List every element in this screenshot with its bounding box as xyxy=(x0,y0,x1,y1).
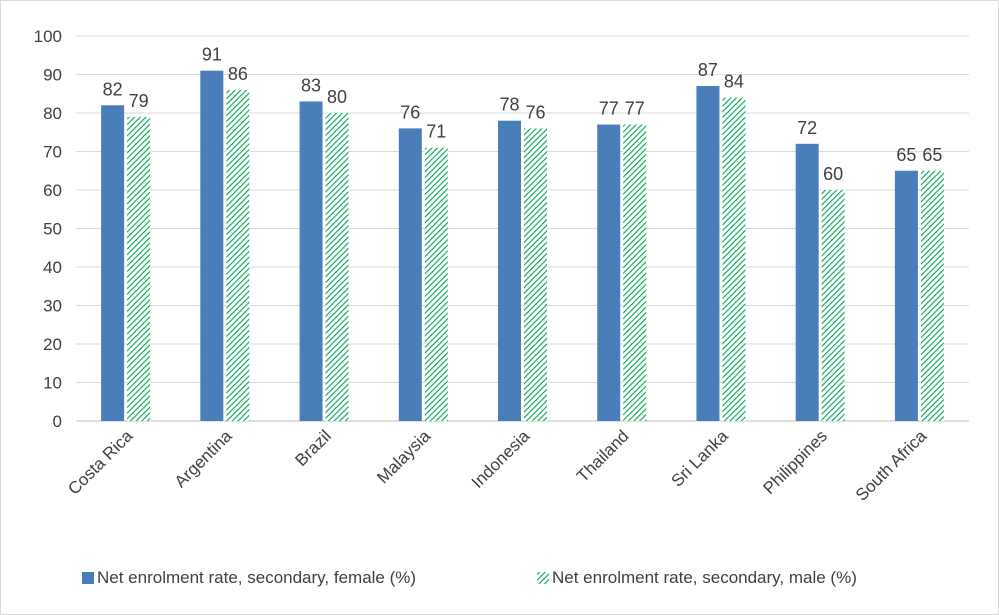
x-category-label: South Africa xyxy=(852,426,931,505)
bar-male xyxy=(424,147,448,421)
data-label-male: 84 xyxy=(724,72,744,92)
y-tick-label: 70 xyxy=(43,143,62,162)
x-category-label: Malaysia xyxy=(373,426,434,487)
legend: Net enrolment rate, secondary, female (%… xyxy=(82,568,857,587)
bar-male xyxy=(226,89,250,422)
x-category-label: Brazil xyxy=(291,426,334,469)
x-axis: Costa Rica Argentina Brazil Malaysia Indones… xyxy=(64,426,930,505)
y-tick-label: 0 xyxy=(53,412,62,431)
bar-male xyxy=(325,113,349,421)
x-category-label: Costa Rica xyxy=(64,426,137,499)
y-tick-label: 60 xyxy=(43,181,62,200)
x-category-label: Argentina xyxy=(171,426,236,491)
data-label-male: 79 xyxy=(129,91,149,111)
y-tick-label: 100 xyxy=(34,27,62,46)
bar-female xyxy=(498,120,521,421)
data-label-male: 71 xyxy=(426,122,446,142)
bar-male xyxy=(127,116,151,421)
y-tick-label: 80 xyxy=(43,104,62,123)
data-label-male: 80 xyxy=(327,87,347,107)
y-axis: 0 10 20 30 40 50 60 70 80 90 100 xyxy=(34,27,62,431)
data-label-male: 60 xyxy=(823,164,843,184)
x-category-label: Thailand xyxy=(573,426,633,486)
data-label-female: 78 xyxy=(499,95,519,115)
bar-female xyxy=(299,101,323,421)
data-labels: 82 79 91 86 83 80 76 71 78 76 77 77 87 84 72 60 65 65 xyxy=(103,45,943,184)
y-tick-label: 90 xyxy=(43,66,62,85)
legend-label-male: Net enrolment rate, secondary, male (%) xyxy=(552,568,857,587)
x-category-label: Indonesia xyxy=(468,426,534,492)
bar-female xyxy=(597,124,621,422)
data-label-female: 82 xyxy=(103,79,123,99)
legend-label-female: Net enrolment rate, secondary, female (%… xyxy=(97,568,416,587)
bar-male xyxy=(920,170,944,421)
x-category-label: Sri Lanka xyxy=(668,426,733,491)
data-label-female: 72 xyxy=(797,118,817,138)
legend-swatch-female xyxy=(82,572,94,584)
data-label-male: 76 xyxy=(525,102,545,122)
bar-male xyxy=(722,97,746,421)
data-label-female: 87 xyxy=(698,60,718,80)
bar-female xyxy=(200,70,224,422)
y-tick-label: 30 xyxy=(43,297,62,316)
y-tick-label: 10 xyxy=(43,374,62,393)
data-label-female: 83 xyxy=(301,75,321,95)
data-label-female: 77 xyxy=(599,99,619,119)
data-label-male: 77 xyxy=(625,99,645,119)
bar-male xyxy=(821,190,845,421)
bar-female xyxy=(101,105,125,422)
bar-male xyxy=(524,128,547,421)
bar-male xyxy=(623,124,647,422)
bar-female xyxy=(696,86,720,422)
y-tick-label: 40 xyxy=(43,258,62,277)
gridlines xyxy=(76,35,969,422)
data-label-female: 65 xyxy=(896,145,916,165)
x-category-label: Philippines xyxy=(759,426,831,498)
bar-female xyxy=(795,143,819,422)
y-tick-label: 20 xyxy=(43,335,62,354)
data-label-male: 86 xyxy=(228,64,248,84)
legend-swatch-male xyxy=(537,572,549,584)
bar-female xyxy=(398,128,422,421)
bar-female xyxy=(894,170,918,421)
data-label-female: 76 xyxy=(400,102,420,122)
y-tick-label: 50 xyxy=(43,220,62,239)
data-label-female: 91 xyxy=(202,45,222,65)
data-label-male: 65 xyxy=(922,145,942,165)
bars xyxy=(101,70,944,422)
